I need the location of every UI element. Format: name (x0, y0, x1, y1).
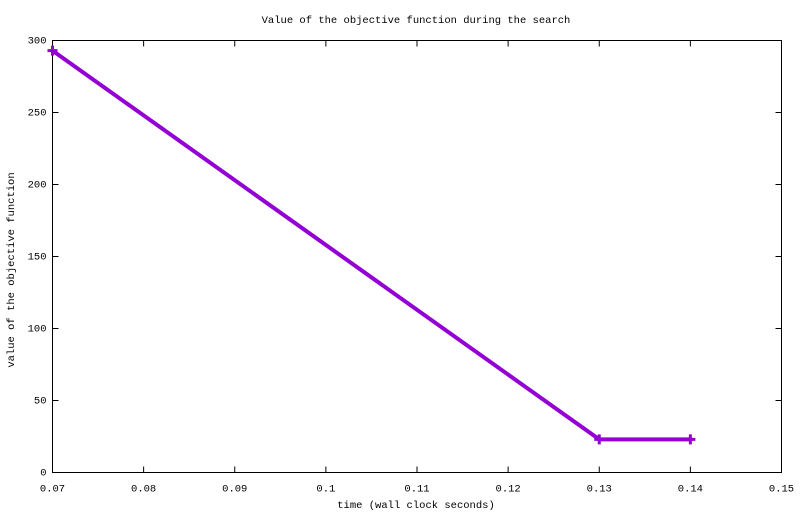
x-tick-label: 0.13 (587, 483, 612, 495)
y-tick-label: 300 (28, 35, 47, 47)
y-tick-label: 250 (28, 107, 47, 119)
x-tick-label: 0.07 (40, 483, 65, 495)
plot-border (52, 40, 782, 473)
x-tick-label: 0.1 (316, 483, 335, 495)
y-axis-label: value of the objective function (6, 172, 18, 367)
y-tick-label: 150 (28, 251, 47, 263)
point-marker (47, 45, 58, 56)
x-tick-label: 0.12 (496, 483, 521, 495)
x-tick-label: 0.11 (404, 483, 429, 495)
y-tick-label: 0 (40, 467, 46, 479)
x-tick-label: 0.15 (769, 483, 794, 495)
x-tick-label: 0.08 (131, 483, 156, 495)
data-line (51, 48, 691, 442)
x-tick-label: 0.09 (222, 483, 247, 495)
chart-title: Value of the objective function during t… (262, 15, 571, 27)
point-marker (594, 434, 605, 445)
y-tick-label: 200 (28, 179, 47, 191)
x-tick-label: 0.14 (678, 483, 703, 495)
x-axis-label: time (wall clock seconds) (337, 500, 495, 512)
point-marker (685, 434, 696, 445)
y-tick-label: 100 (28, 323, 47, 335)
y-tick-label: 50 (34, 395, 47, 407)
